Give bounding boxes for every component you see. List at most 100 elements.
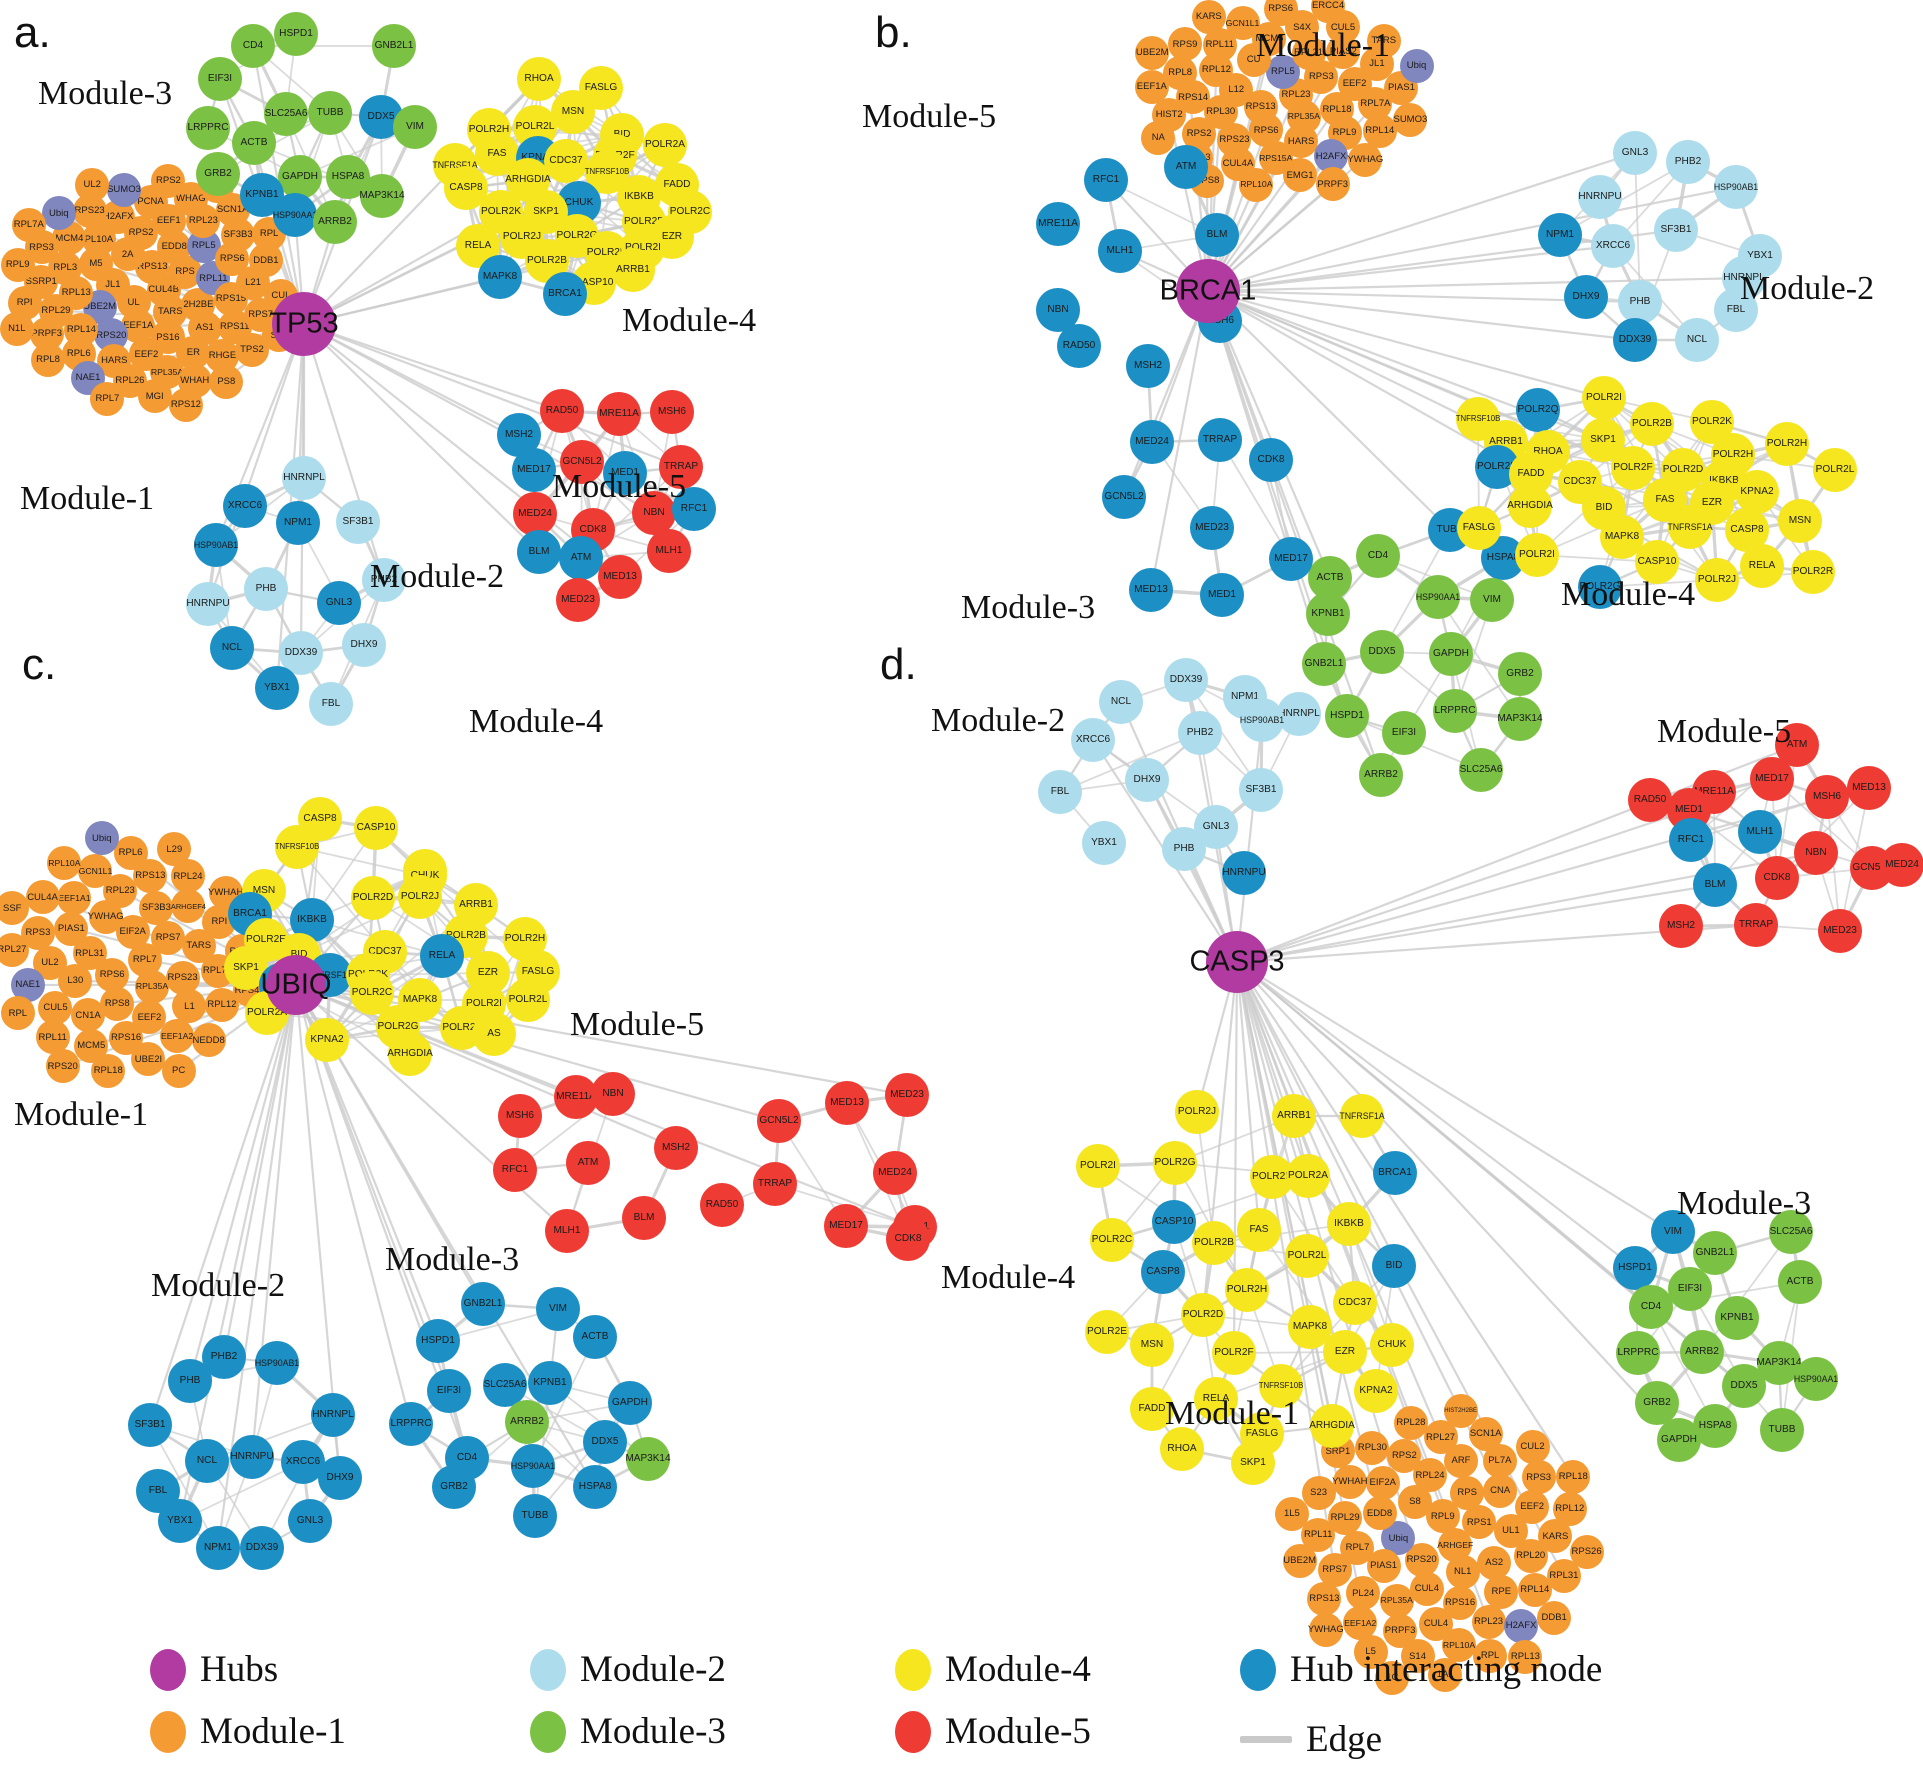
node-d-module1-ddb1[interactable]: DDB1	[1537, 1601, 1572, 1636]
node-c-module4-casp10[interactable]: CASP10	[354, 806, 398, 850]
node-d-module4-polr2c[interactable]: POLR2C	[1090, 1218, 1134, 1262]
node-b-module2-npm1[interactable]: NPM1	[1538, 213, 1582, 257]
node-b-module1-ubiq[interactable]: Ubiq	[1399, 48, 1434, 83]
node-d-module4-ezr[interactable]: EZR	[1323, 1330, 1367, 1374]
node-b-module5-blm[interactable]: BLM	[1195, 213, 1239, 257]
node-d-module1-rps[interactable]: RPS	[1450, 1475, 1485, 1510]
node-c-module3-hspa8[interactable]: HSPA8	[573, 1465, 617, 1509]
node-d-module2-ddx39[interactable]: DDX39	[1164, 658, 1208, 702]
node-b-module2-dhx9[interactable]: DHX9	[1564, 275, 1608, 319]
node-b-module2-gnl3[interactable]: GNL3	[1613, 131, 1657, 175]
node-d-module4-polr2d[interactable]: POLR2D	[1181, 1293, 1225, 1337]
node-c-module5-rfc1[interactable]: RFC1	[493, 1148, 537, 1192]
node-d-module5-cdk8[interactable]: CDK8	[1755, 856, 1799, 900]
node-b-module5-trrap[interactable]: TRRAP	[1198, 418, 1242, 462]
node-b-module5-gcn5l2[interactable]: GCN5L2	[1102, 475, 1146, 519]
node-b-module3-hspd1[interactable]: HSPD1	[1325, 694, 1369, 738]
node-c-module1-eef1a2[interactable]: EEF1A2	[160, 1019, 195, 1054]
node-c-module1-rpl[interactable]: RPL	[0, 996, 35, 1031]
node-b-module2-phb[interactable]: PHB	[1618, 280, 1662, 324]
node-b-module4-msn[interactable]: MSN	[1778, 499, 1822, 543]
node-c-module1-cn1a[interactable]: CN1A	[71, 998, 106, 1033]
node-c-module4-rela[interactable]: RELA	[420, 934, 464, 978]
node-a-module3-map3k14[interactable]: MAP3K14	[359, 174, 405, 218]
node-d-module4-polr2e[interactable]: POLR2E	[1085, 1310, 1129, 1354]
node-c-module2-ncl[interactable]: NCL	[185, 1439, 229, 1483]
node-c-module4-arhgdia[interactable]: ARHGDIA	[387, 1032, 433, 1076]
node-c-module2-sf3b1[interactable]: SF3B1	[128, 1403, 172, 1447]
node-b-module2-xrcc6[interactable]: XRCC6	[1591, 224, 1635, 268]
node-c-module3-gapdh[interactable]: GAPDH	[608, 1381, 652, 1425]
node-d-module4-polr2l[interactable]: POLR2L	[1285, 1234, 1329, 1278]
node-d-module4-casp8[interactable]: CASP8	[1141, 1250, 1185, 1294]
node-c-module1-ube2i[interactable]: UBE2I	[131, 1042, 166, 1077]
node-a-module2-ybx1[interactable]: YBX1	[255, 666, 299, 710]
node-a-module3-grb2[interactable]: GRB2	[196, 152, 240, 196]
node-a-module5-mre11a[interactable]: MRE11A	[597, 392, 641, 436]
node-b-module4-polr2h[interactable]: POLR2H	[1765, 422, 1809, 466]
node-b-module1-ywhag[interactable]: YWHAG	[1347, 142, 1383, 177]
node-a-module2-xrcc6[interactable]: XRCC6	[223, 484, 267, 528]
node-d-module4-polr2j[interactable]: POLR2J	[1175, 1090, 1219, 1134]
node-b-module3-gapdh[interactable]: GAPDH	[1429, 632, 1473, 676]
node-d-module1-cna[interactable]: CNA	[1483, 1473, 1518, 1508]
node-a-module4-cdc37[interactable]: CDC37	[544, 139, 588, 183]
node-b-module3-cd4[interactable]: CD4	[1356, 534, 1400, 578]
node-c-module5-med23[interactable]: MED23	[885, 1073, 929, 1117]
node-c-module1-eef1a1[interactable]: EEF1A1	[57, 881, 92, 916]
node-d-module1-rpl28[interactable]: RPL28	[1393, 1405, 1428, 1440]
hub-node-tp53[interactable]: TP53	[269, 292, 339, 356]
node-c-module2-hnrnpl[interactable]: HNRNPL	[311, 1393, 355, 1437]
node-d-module4-arrb1[interactable]: ARRB1	[1272, 1094, 1316, 1138]
node-a-module3-arrb2[interactable]: ARRB2	[313, 200, 357, 244]
node-d-module1-pl24[interactable]: PL24	[1346, 1576, 1381, 1611]
node-b-module2-hsp90ab1[interactable]: HSP90AB1	[1714, 165, 1758, 209]
node-b-module2-hnrnpu[interactable]: HNRNPU	[1578, 175, 1622, 219]
node-c-module4-polr2j[interactable]: POLR2J	[398, 875, 442, 919]
node-d-module1-ywhag[interactable]: YWHAG	[1308, 1613, 1344, 1648]
node-a-module5-rad50[interactable]: RAD50	[540, 389, 584, 433]
node-c-module3-tubb[interactable]: TUBB	[513, 1494, 557, 1538]
node-c-module5-trrap[interactable]: TRRAP	[753, 1162, 797, 1206]
node-c-module5-nbn[interactable]: NBN	[591, 1072, 635, 1116]
node-b-module3-slc25a6[interactable]: SLC25A6	[1459, 748, 1503, 792]
node-b-module4-polr2r[interactable]: POLR2R	[1791, 550, 1835, 594]
node-b-module1-rps9[interactable]: RPS9	[1168, 27, 1203, 62]
node-b-module4-polr2j[interactable]: POLR2J	[1695, 558, 1739, 602]
node-a-module2-hsp90ab1[interactable]: HSP90AB1	[194, 523, 238, 567]
node-d-module5-rfc1[interactable]: RFC1	[1669, 818, 1713, 862]
node-d-module1-hist2h2be[interactable]: HIST2H2BE	[1443, 1394, 1478, 1429]
node-c-module5-msh6[interactable]: MSH6	[498, 1094, 542, 1138]
node-d-module1-eef2[interactable]: EEF2	[1515, 1489, 1550, 1524]
node-d-module4-tnfrsf1a[interactable]: TNFRSF1A	[1339, 1094, 1385, 1138]
node-a-module3-eif3i[interactable]: EIF3I	[198, 57, 242, 101]
node-d-module2-hnrnpl[interactable]: HNRNPL	[1277, 692, 1321, 736]
node-b-module4-arhgdia[interactable]: ARHGDIA	[1507, 484, 1553, 528]
node-d-module4-cdc37[interactable]: CDC37	[1333, 1281, 1377, 1325]
node-c-module2-ybx1[interactable]: YBX1	[158, 1499, 202, 1543]
node-c-module3-kpnb1[interactable]: KPNB1	[528, 1361, 572, 1405]
node-c-module4-polr2l[interactable]: POLR2L	[506, 978, 550, 1022]
node-b-module2-phb2[interactable]: PHB2	[1666, 140, 1710, 184]
node-d-module4-fas[interactable]: FAS	[1237, 1208, 1281, 1252]
node-a-module3-vim[interactable]: VIM	[393, 105, 437, 149]
node-b-module1-prpf3[interactable]: PRPF3	[1315, 167, 1350, 202]
node-a-module1-sumo3[interactable]: SUMO3	[106, 172, 141, 207]
node-d-module3-cd4[interactable]: CD4	[1629, 1285, 1673, 1329]
node-d-module1-ywhah[interactable]: YWHAH	[1332, 1464, 1367, 1499]
node-d-module2-ybx1[interactable]: YBX1	[1082, 821, 1126, 865]
node-b-module5-rad50[interactable]: RAD50	[1057, 324, 1101, 368]
node-c-module1-rpl18[interactable]: RPL18	[91, 1053, 126, 1088]
node-b-module5-mlh1[interactable]: MLH1	[1098, 229, 1142, 273]
node-b-module3-grb2[interactable]: GRB2	[1498, 652, 1542, 696]
node-a-module3-hsp90aa1[interactable]: HSP90AA1	[273, 193, 317, 237]
node-c-module2-dhx9[interactable]: DHX9	[318, 1456, 362, 1500]
node-c-module4-tnfrsf10b[interactable]: TNFRSF10B	[275, 825, 319, 869]
node-d-module4-ikbkb[interactable]: IKBKB	[1327, 1202, 1371, 1246]
node-a-module3-cd4[interactable]: CD4	[231, 24, 275, 68]
node-b-module5-med24[interactable]: MED24	[1130, 420, 1174, 464]
node-a-module2-dhx9[interactable]: DHX9	[342, 623, 386, 667]
node-d-module1-rps26[interactable]: RPS26	[1569, 1534, 1604, 1569]
node-c-module3-vim[interactable]: VIM	[536, 1287, 580, 1331]
node-a-module3-lrpprc[interactable]: LRPPRC	[186, 106, 230, 150]
